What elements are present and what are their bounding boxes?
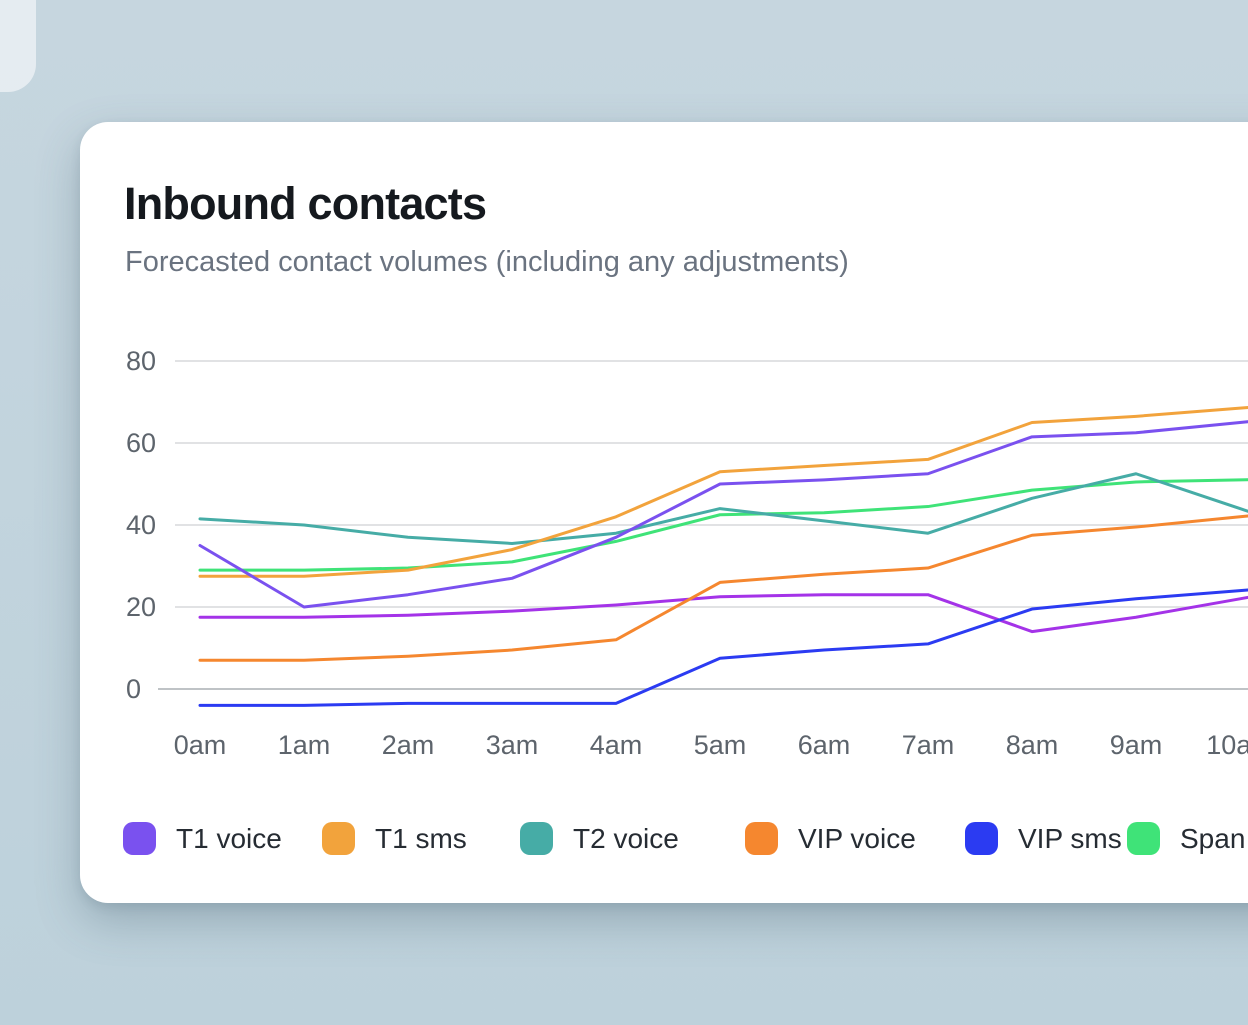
line-t2-voice[interactable]: [198, 472, 1248, 545]
legend-label: VIP sms: [1018, 822, 1122, 854]
x-axis-label-1am: 1am: [278, 730, 331, 760]
y-axis-label-60: 60: [126, 428, 156, 458]
line-t1-sms[interactable]: [198, 402, 1248, 578]
x-axis-label-9am: 9am: [1110, 730, 1163, 760]
legend-label: T1 voice: [176, 822, 282, 854]
legend-swatch-t2-voice: [520, 822, 553, 855]
legend-item-vip-voice[interactable]: VIP voice: [745, 822, 916, 855]
inbound-contacts-card: Inbound contacts Forecasted contact volu…: [80, 122, 1248, 903]
page-title: Inbound contacts: [124, 178, 487, 229]
legend-swatch-t1-voice: [123, 822, 156, 855]
legend-label: T1 sms: [375, 822, 467, 854]
legend-swatch-span: [1127, 822, 1160, 855]
line-span[interactable]: [198, 478, 1248, 572]
legend-item-vip-sms[interactable]: VIP sms: [965, 822, 1122, 855]
legend-swatch-vip-voice: [745, 822, 778, 855]
x-axis-label-0am: 0am: [174, 730, 227, 760]
x-axis-label-10am: 10am: [1206, 730, 1248, 760]
y-axis-label-80: 80: [126, 346, 156, 376]
line-t1-voice[interactable]: [198, 414, 1248, 609]
background-card-corner: [0, 0, 36, 92]
x-axis-label-2am: 2am: [382, 730, 435, 760]
y-axis-label-20: 20: [126, 592, 156, 622]
chart-legend: T1 voice T1 sms T2 voice VIP voice VIP sms Sp…: [80, 822, 1248, 856]
legend-item-span[interactable]: Span: [1127, 822, 1245, 855]
x-axis-label-3am: 3am: [486, 730, 539, 760]
x-axis-label-8am: 8am: [1006, 730, 1059, 760]
x-axis-label-6am: 6am: [798, 730, 851, 760]
line-vip-sms[interactable]: [198, 584, 1248, 707]
line-series-7[interactable]: [198, 584, 1248, 634]
line-vip-voice[interactable]: [198, 509, 1248, 662]
x-axis-label-7am: 7am: [902, 730, 955, 760]
x-axis-label-4am: 4am: [590, 730, 643, 760]
legend-item-t1-voice[interactable]: T1 voice: [123, 822, 282, 855]
card-subtitle: Forecasted contact volumes (including an…: [125, 246, 849, 278]
legend-label: T2 voice: [573, 822, 679, 854]
legend-swatch-t1-sms: [322, 822, 355, 855]
plot-area[interactable]: 0 20 40 60 80 0am 1am 2am 3am 4am 5am 6am 7am 8am 9am 1…: [80, 122, 1248, 903]
legend-item-t1-sms[interactable]: T1 sms: [322, 822, 467, 855]
y-axis-label-0: 0: [126, 674, 141, 704]
legend-label: Span: [1180, 822, 1246, 854]
legend-label: VIP voice: [798, 822, 916, 854]
x-axis-label-5am: 5am: [694, 730, 747, 760]
legend-swatch-vip-sms: [965, 822, 998, 855]
y-axis-label-40: 40: [126, 510, 156, 540]
legend-item-t2-voice[interactable]: T2 voice: [520, 822, 679, 855]
